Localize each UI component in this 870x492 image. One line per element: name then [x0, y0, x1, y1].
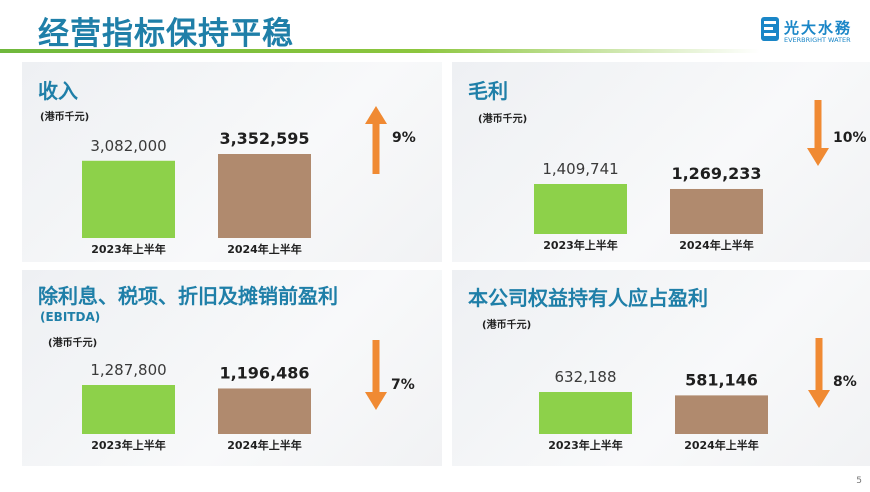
droplet-logo-icon	[761, 17, 779, 41]
bar-value-label: 1,196,486	[219, 363, 309, 382]
panel-unit: (港币千元)	[478, 114, 528, 125]
panel-title: 除利息、税项、折旧及摊销前盈利	[38, 284, 338, 308]
attributable-profit-chart: 632,188 2023年上半年 581,146 2024年上半年 8%	[539, 338, 857, 452]
bar	[675, 395, 768, 434]
title-underline	[0, 49, 760, 53]
category-label: 2023年上半年	[548, 438, 623, 452]
panel-attributable-profit: 本公司权益持有人应占盈利 (港币千元) 632,188 2023年上半年 581,1…	[452, 270, 870, 466]
change-percent-label: 10%	[833, 130, 867, 146]
page-title: 经营指标保持平稳	[38, 16, 294, 52]
panel-subtitle: (EBITDA)	[40, 310, 101, 324]
logo-chinese-name: 光大水務	[784, 19, 853, 37]
category-label: 2024年上半年	[684, 438, 759, 452]
company-logo: 光大水務 EVERBRIGHT WATER	[760, 16, 870, 46]
bar-value-label: 632,188	[554, 368, 616, 386]
page-number: 5	[856, 476, 862, 486]
bar-value-label: 1,269,233	[671, 164, 761, 183]
logo-english-name: EVERBRIGHT WATER	[784, 36, 851, 44]
category-label: 2023年上半年	[91, 438, 166, 452]
bar-value-label: 1,409,741	[542, 160, 618, 178]
panel-revenue: 收入 (港币千元) 3,082,000 2023年上半年 3,352,595 2024…	[22, 62, 442, 262]
bar	[218, 154, 311, 238]
panel-unit: (港币千元)	[40, 112, 90, 123]
revenue-chart: 3,082,000 2023年上半年 3,352,595 2024年上半年 9%	[82, 106, 416, 256]
arrow-up-icon	[365, 106, 387, 174]
panel-unit: (港币千元)	[48, 338, 98, 349]
change-percent-label: 7%	[391, 377, 415, 393]
bar	[534, 184, 627, 234]
change-percent-label: 9%	[392, 130, 416, 146]
category-label: 2023年上半年	[91, 242, 166, 256]
bar-value-label: 3,082,000	[90, 137, 166, 155]
panel-title: 本公司权益持有人应占盈利	[468, 286, 708, 310]
panel-title: 毛利	[468, 79, 508, 103]
category-label: 2023年上半年	[543, 238, 618, 252]
category-label: 2024年上半年	[227, 438, 302, 452]
bar	[670, 188, 763, 234]
gross-profit-chart: 1,409,741 2023年上半年 1,269,233 2024年上半年 10%	[534, 100, 867, 252]
bar-value-label: 581,146	[685, 370, 758, 389]
change-percent-label: 8%	[833, 374, 857, 390]
panel-ebitda: 除利息、税项、折旧及摊销前盈利 (EBITDA) (港币千元) 1,287,80…	[22, 270, 442, 466]
arrow-down-icon	[365, 340, 387, 410]
ebitda-chart: 1,287,800 2023年上半年 1,196,486 2024年上半年 7%	[82, 340, 415, 452]
arrow-down-icon	[807, 100, 829, 166]
bar	[218, 388, 311, 434]
panel-title: 收入	[38, 79, 78, 103]
bar	[82, 385, 175, 434]
category-label: 2024年上半年	[227, 242, 302, 256]
panel-unit: (港币千元)	[482, 320, 532, 331]
category-label: 2024年上半年	[679, 238, 754, 252]
arrow-down-icon	[808, 338, 830, 408]
bar-value-label: 1,287,800	[90, 361, 166, 379]
panel-gross-profit: 毛利 (港币千元) 1,409,741 2023年上半年 1,269,233 2024…	[452, 62, 870, 262]
bar	[82, 160, 175, 238]
bar-value-label: 3,352,595	[219, 129, 309, 148]
bar	[539, 392, 632, 434]
